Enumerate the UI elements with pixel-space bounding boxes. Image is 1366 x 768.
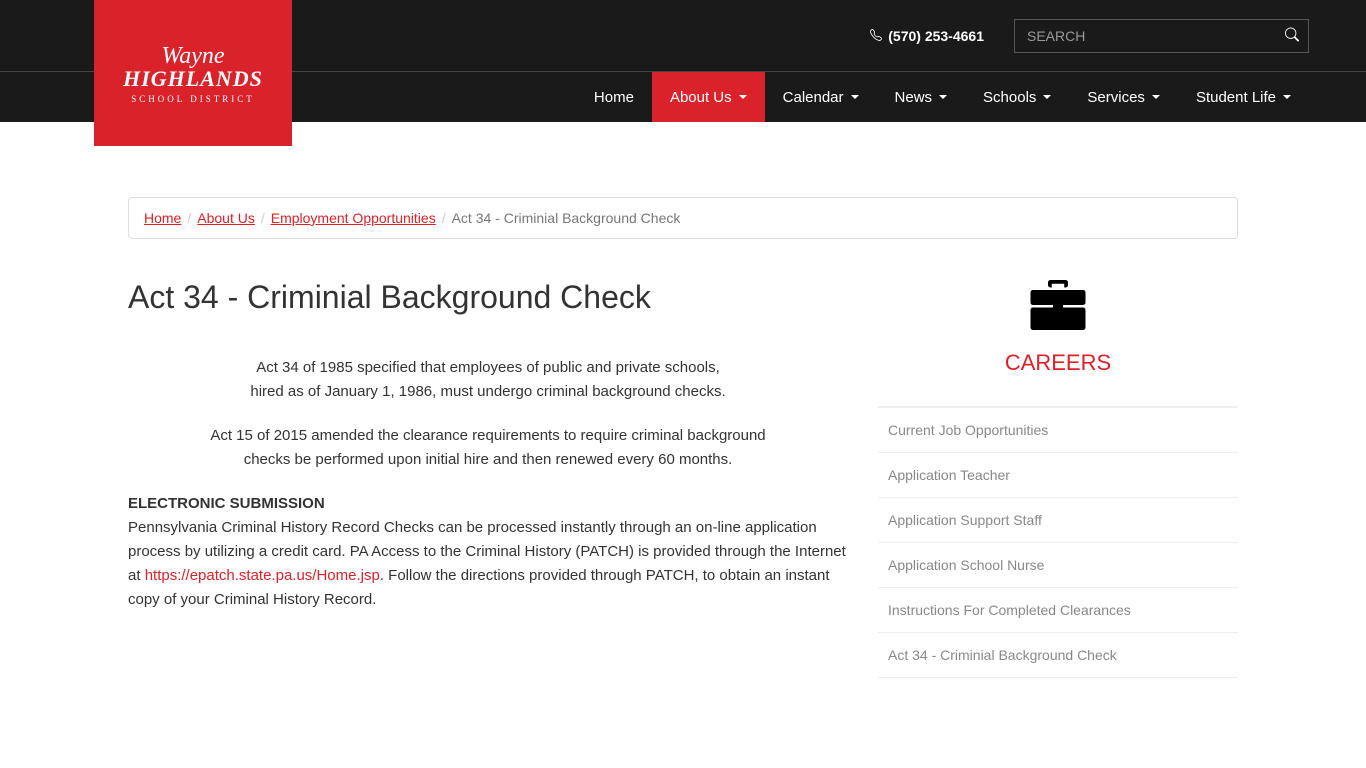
caret-icon <box>851 95 859 99</box>
intro-para-2: Act 15 of 2015 amended the clearance req… <box>128 424 848 472</box>
search-input[interactable] <box>1014 19 1309 53</box>
caret-icon <box>1043 95 1051 99</box>
briefcase-icon <box>1028 279 1088 334</box>
nav-item-student-life[interactable]: Student Life <box>1178 72 1309 122</box>
sidebar-link[interactable]: Application School Nurse <box>878 543 1238 587</box>
careers-link-list: Current Job OpportunitiesApplication Tea… <box>878 407 1238 678</box>
breadcrumb-link[interactable]: Employment Opportunities <box>271 210 436 226</box>
search-icon[interactable] <box>1285 27 1299 44</box>
caret-icon <box>1152 95 1160 99</box>
section-heading: ELECTRONIC SUBMISSION <box>128 495 325 512</box>
list-item: Application School Nurse <box>878 543 1238 588</box>
search-box <box>1014 19 1309 53</box>
phone-number[interactable]: (570) 253-4661 <box>870 28 984 44</box>
nav-item-about-us[interactable]: About Us <box>652 72 765 122</box>
sidebar-link[interactable]: Instructions For Completed Clearances <box>878 588 1238 632</box>
breadcrumb-link[interactable]: About Us <box>197 210 255 226</box>
nav-item-news[interactable]: News <box>877 72 966 122</box>
list-item: Application Support Staff <box>878 498 1238 543</box>
patch-link[interactable]: https://epatch.state.pa.us/Home.jsp <box>145 567 380 584</box>
caret-icon <box>1283 95 1291 99</box>
sidebar-link[interactable]: Application Teacher <box>878 453 1238 497</box>
sidebar-link[interactable]: Application Support Staff <box>878 498 1238 542</box>
sidebar-link[interactable]: Act 34 - Criminial Background Check <box>878 633 1238 677</box>
electronic-submission-para: ELECTRONIC SUBMISSION Pennsylvania Crimi… <box>128 492 848 612</box>
caret-icon <box>939 95 947 99</box>
topbar: Wayne HIGHLANDS SCHOOL DISTRICT (570) 25… <box>0 0 1366 71</box>
logo[interactable]: Wayne HIGHLANDS SCHOOL DISTRICT <box>94 0 292 146</box>
breadcrumb: Home/About Us/Employment Opportunities/A… <box>128 197 1238 239</box>
list-item: Act 34 - Criminial Background Check <box>878 633 1238 678</box>
list-item: Application Teacher <box>878 453 1238 498</box>
careers-title: CAREERS <box>878 350 1238 376</box>
nav-item-schools[interactable]: Schools <box>965 72 1069 122</box>
caret-icon <box>739 95 747 99</box>
sidebar: CAREERS Current Job OpportunitiesApplica… <box>878 279 1238 678</box>
nav-item-services[interactable]: Services <box>1069 72 1178 122</box>
logo-line2: HIGHLANDS <box>123 66 263 92</box>
list-item: Instructions For Completed Clearances <box>878 588 1238 633</box>
intro-para-1: Act 34 of 1985 specified that employees … <box>128 356 848 404</box>
phone-icon <box>870 28 882 44</box>
logo-line3: SCHOOL DISTRICT <box>123 94 263 104</box>
phone-text: (570) 253-4661 <box>888 28 984 44</box>
breadcrumb-link[interactable]: Home <box>144 210 181 226</box>
breadcrumb-current: Act 34 - Criminial Background Check <box>452 210 681 226</box>
main-content: Act 34 - Criminial Background Check Act … <box>128 279 848 678</box>
page-title: Act 34 - Criminial Background Check <box>128 279 848 316</box>
nav-item-home[interactable]: Home <box>576 72 652 122</box>
list-item: Current Job Opportunities <box>878 408 1238 453</box>
nav-item-calendar[interactable]: Calendar <box>765 72 877 122</box>
sidebar-link[interactable]: Current Job Opportunities <box>878 408 1238 452</box>
